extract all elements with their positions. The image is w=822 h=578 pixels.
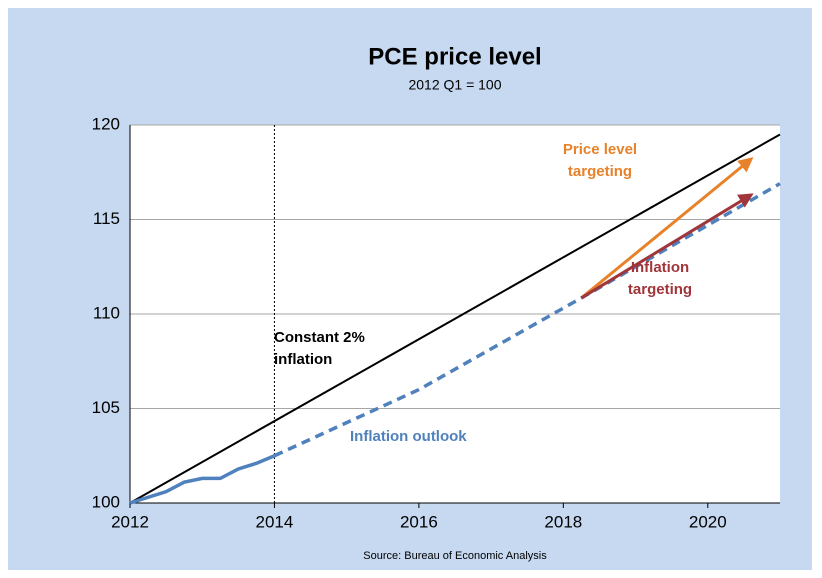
x-tick-label: 2016 xyxy=(400,512,438,531)
annotation: Price level xyxy=(563,141,637,158)
chart-subtitle: 2012 Q1 = 100 xyxy=(408,77,501,93)
y-tick-label: 110 xyxy=(93,303,120,322)
series-line xyxy=(129,454,276,505)
annotation: Constant 2% xyxy=(274,329,365,346)
y-tick-label: 115 xyxy=(93,209,120,228)
arrow xyxy=(580,193,754,300)
annotation: Inflation outlook xyxy=(350,428,467,445)
annotation: targeting xyxy=(628,281,692,298)
chart-title: PCE price level xyxy=(368,43,541,70)
x-tick-label: 2020 xyxy=(689,512,727,531)
annotation: inflation xyxy=(274,351,332,368)
x-tick-label: 2012 xyxy=(111,512,149,531)
y-tick-label: 105 xyxy=(92,398,120,417)
annotation: Inflation xyxy=(631,259,689,276)
source-note: Source: Bureau of Economic Analysis xyxy=(363,550,547,562)
x-tick-label: 2014 xyxy=(256,512,294,531)
x-tick-label: 2018 xyxy=(544,512,582,531)
y-tick-label: 100 xyxy=(92,492,120,511)
y-tick-label: 120 xyxy=(92,114,120,133)
arrow xyxy=(580,157,754,300)
series-line xyxy=(129,133,781,504)
annotation: targeting xyxy=(568,163,632,180)
series-line xyxy=(273,182,781,458)
